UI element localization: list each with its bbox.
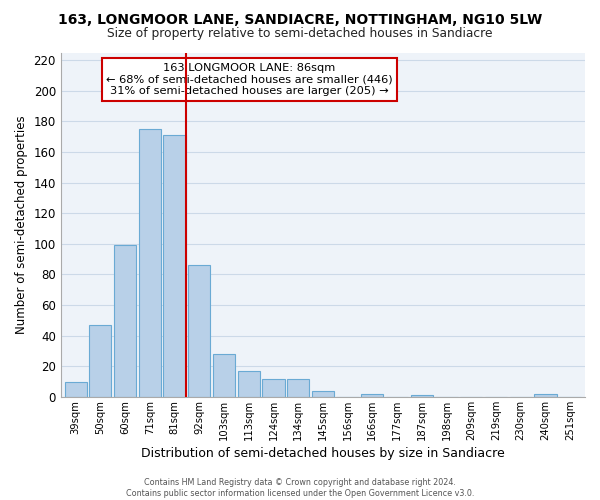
Bar <box>89 325 112 397</box>
Bar <box>139 129 161 397</box>
Text: Size of property relative to semi-detached houses in Sandiacre: Size of property relative to semi-detach… <box>107 28 493 40</box>
Bar <box>188 266 211 397</box>
Bar <box>65 382 87 397</box>
Bar <box>163 135 185 397</box>
Bar <box>535 394 557 397</box>
Bar <box>262 378 284 397</box>
Text: 163 LONGMOOR LANE: 86sqm
← 68% of semi-detached houses are smaller (446)
31% of : 163 LONGMOOR LANE: 86sqm ← 68% of semi-d… <box>106 63 393 96</box>
Bar <box>114 246 136 397</box>
Bar <box>238 371 260 397</box>
Y-axis label: Number of semi-detached properties: Number of semi-detached properties <box>15 116 28 334</box>
Bar <box>213 354 235 397</box>
X-axis label: Distribution of semi-detached houses by size in Sandiacre: Distribution of semi-detached houses by … <box>141 447 505 460</box>
Bar <box>312 391 334 397</box>
Text: 163, LONGMOOR LANE, SANDIACRE, NOTTINGHAM, NG10 5LW: 163, LONGMOOR LANE, SANDIACRE, NOTTINGHA… <box>58 12 542 26</box>
Bar <box>361 394 383 397</box>
Text: Contains HM Land Registry data © Crown copyright and database right 2024.
Contai: Contains HM Land Registry data © Crown c… <box>126 478 474 498</box>
Bar <box>410 396 433 397</box>
Bar <box>287 378 309 397</box>
